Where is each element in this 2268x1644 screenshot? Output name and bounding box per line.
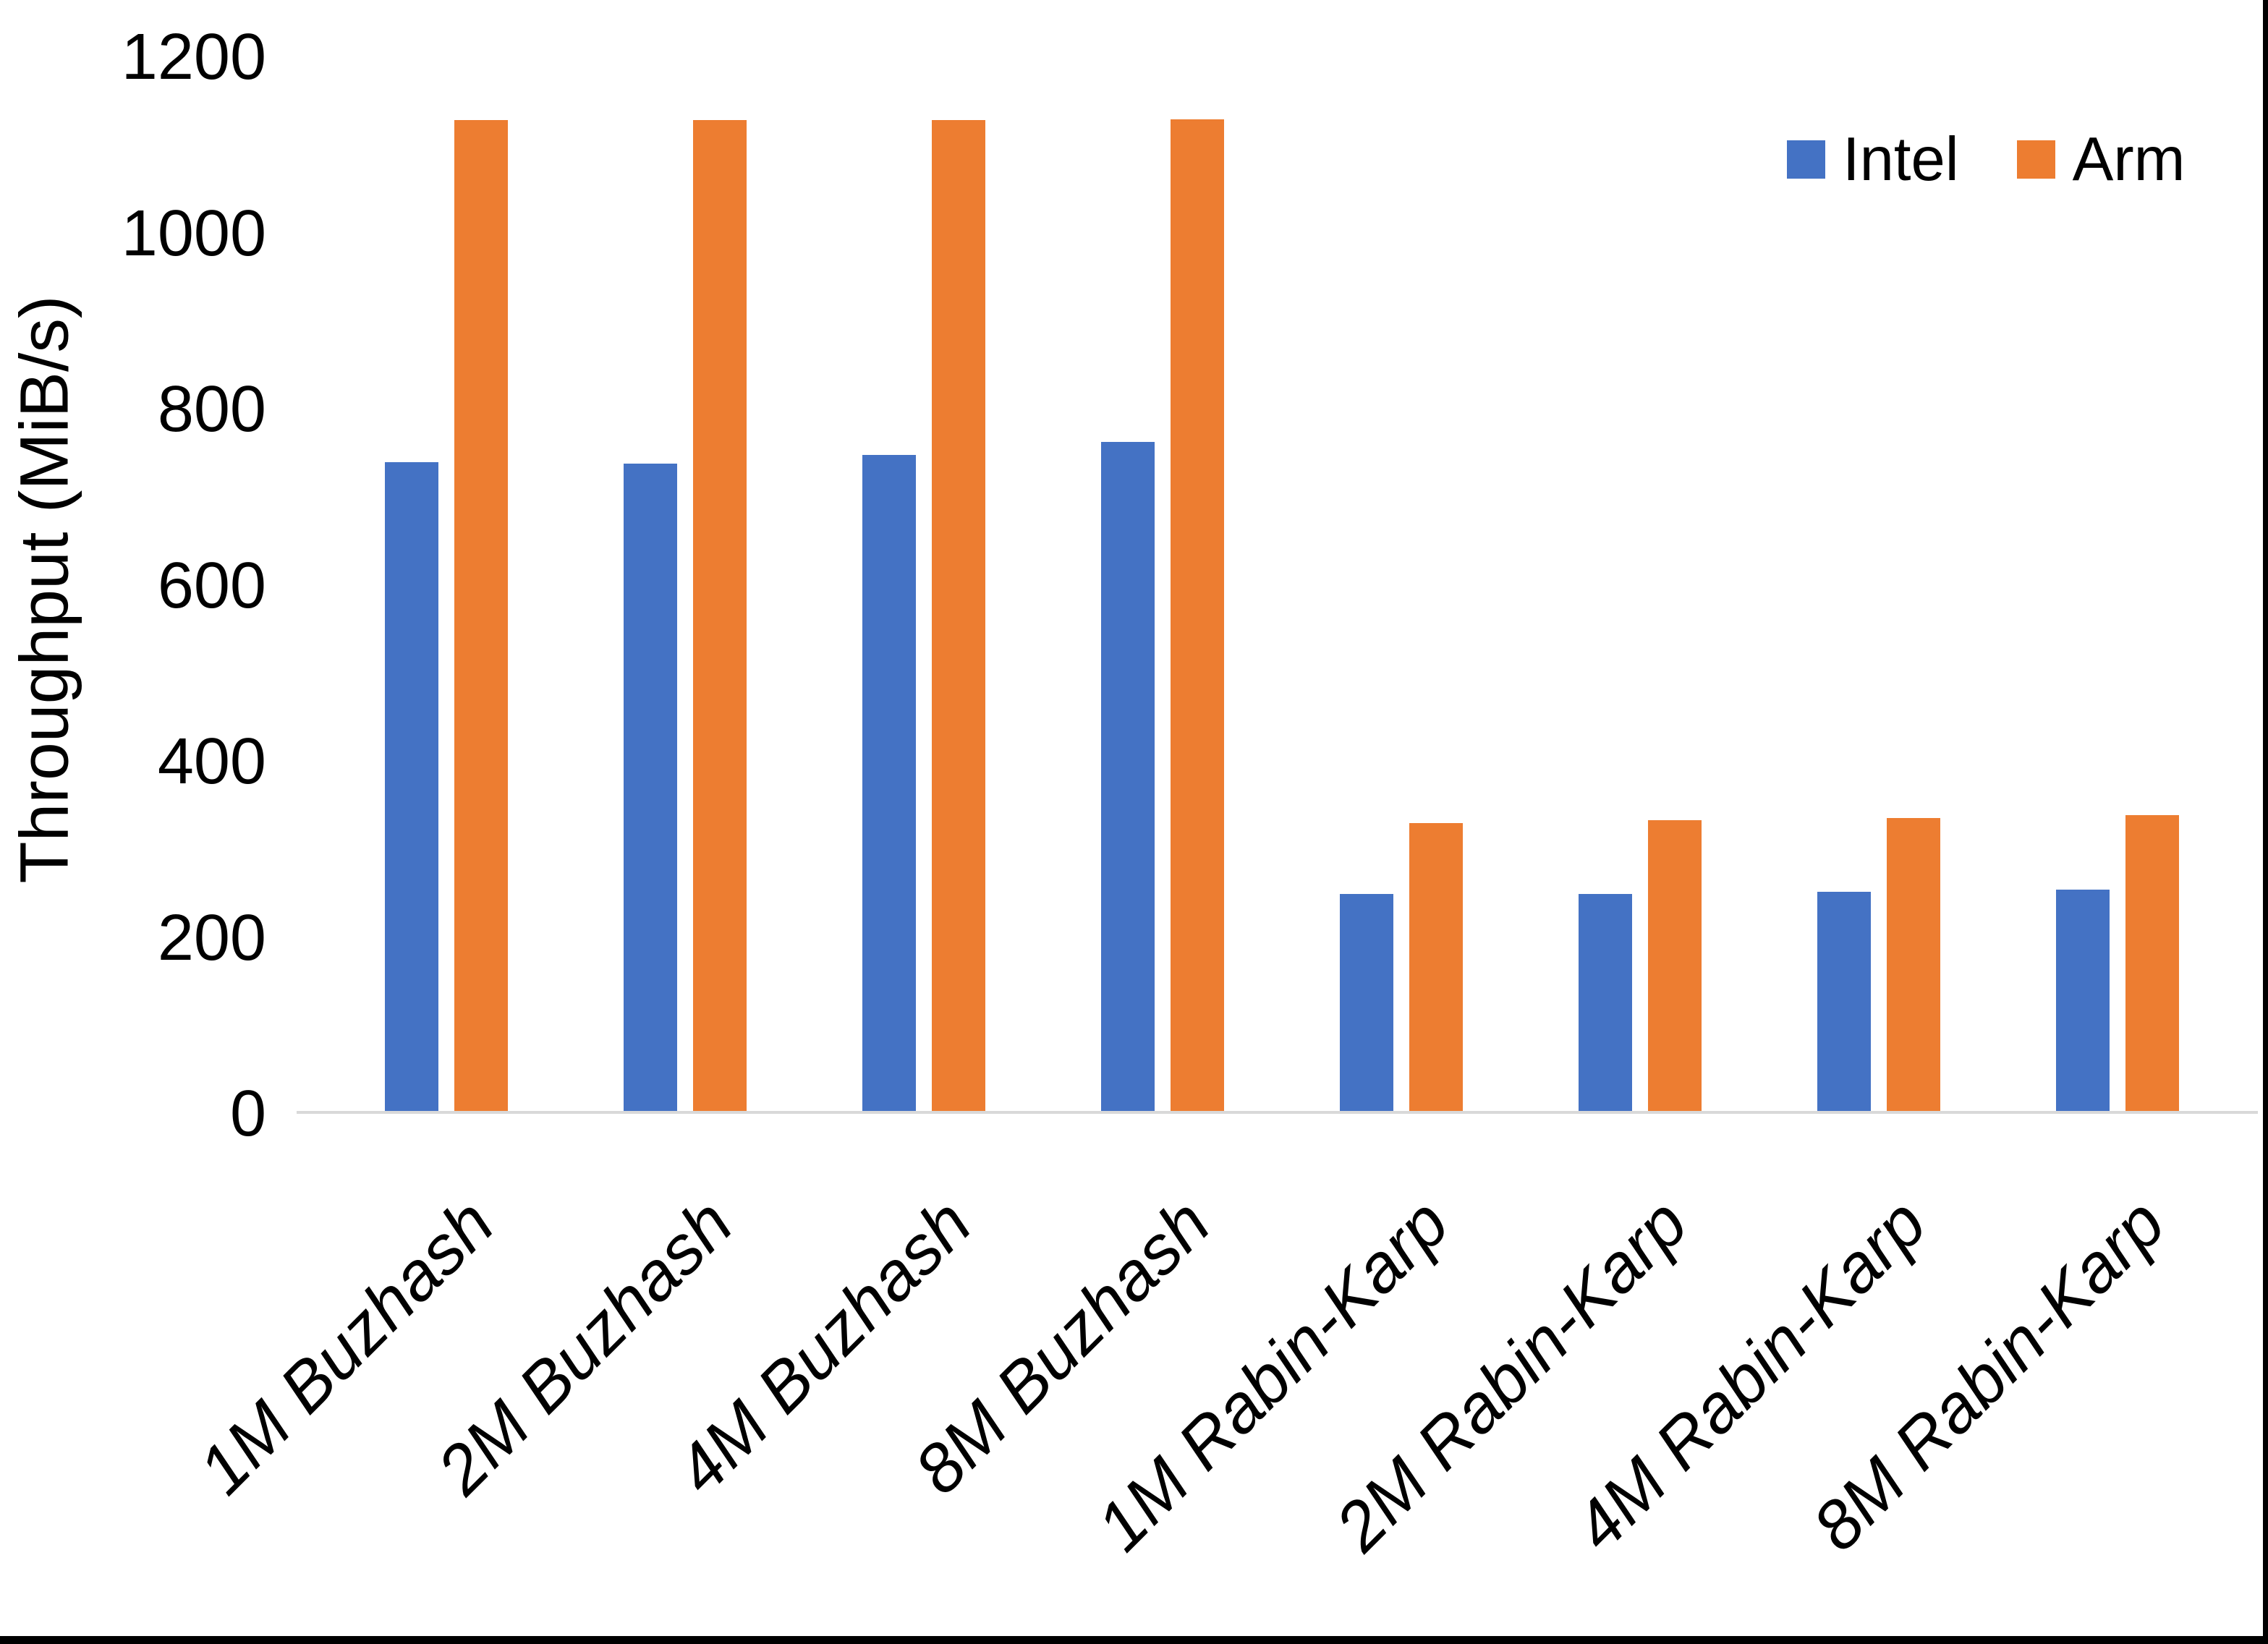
legend-color-swatch-intel — [1787, 140, 1825, 179]
bar-intel-2m-buzhash — [624, 464, 677, 1111]
y-tick-label-0: 0 — [229, 1078, 266, 1150]
bar-intel-8m-buzhash — [1101, 442, 1155, 1111]
bar-intel-1m-buzhash — [385, 462, 438, 1111]
bar-arm-4m-buzhash — [932, 120, 985, 1111]
window-border-bottom — [0, 1636, 2268, 1644]
legend-color-swatch-arm — [2016, 140, 2055, 179]
y-tick-label-800: 800 — [157, 373, 266, 446]
legend: Intel Arm — [1787, 129, 2185, 190]
bar-arm-2m-buzhash — [693, 120, 747, 1111]
y-tick-label-200: 200 — [157, 901, 266, 974]
bar-intel-4m-buzhash — [862, 455, 916, 1111]
bar-arm-1m-rabin-karp — [1409, 823, 1463, 1111]
y-axis-title: Throughput (MiB/s) — [6, 295, 83, 884]
bar-intel-4m-rabin-karp — [1817, 892, 1871, 1111]
legend-item-intel: Intel — [1787, 129, 1959, 190]
legend-item-arm: Arm — [2016, 125, 2186, 194]
y-tick-label-600: 600 — [157, 549, 266, 622]
bar-intel-2m-rabin-karp — [1579, 894, 1632, 1111]
legend-label-arm: Arm — [2072, 125, 2186, 194]
bar-arm-1m-buzhash — [454, 120, 508, 1111]
y-tick-label-400: 400 — [157, 725, 266, 798]
window-border-right — [2263, 0, 2268, 1644]
y-tick-label-1200: 1200 — [121, 21, 266, 93]
bar-arm-8m-buzhash — [1171, 119, 1224, 1111]
plot-area — [297, 57, 2258, 1114]
bar-arm-8m-rabin-karp — [2125, 815, 2179, 1111]
bar-arm-4m-rabin-karp — [1887, 818, 1940, 1111]
bar-intel-1m-rabin-karp — [1340, 894, 1393, 1111]
y-tick-label-1000: 1000 — [121, 197, 266, 270]
bar-intel-8m-rabin-karp — [2056, 890, 2110, 1111]
legend-label-intel: Intel — [1843, 125, 1959, 194]
bar-arm-2m-rabin-karp — [1648, 820, 1702, 1111]
